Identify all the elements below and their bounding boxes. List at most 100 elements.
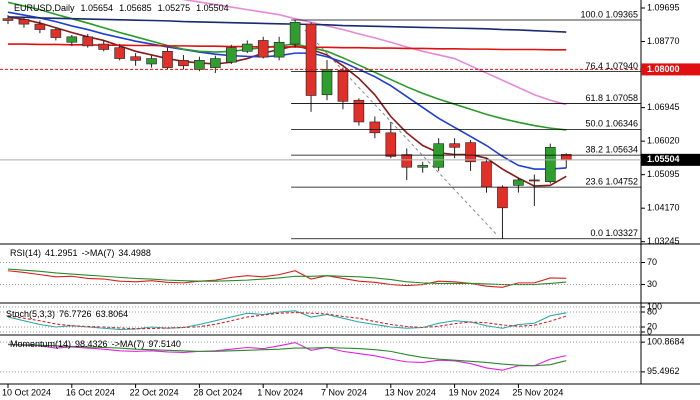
y-tick-label: 1.08770: [647, 36, 680, 46]
candle-body: [210, 58, 221, 68]
x-tick-label: 7 Nov 2024: [321, 387, 367, 397]
y-tick-label: 95.4962: [647, 366, 680, 376]
ohlc-value: 1.05504: [196, 3, 229, 13]
candle-body: [114, 47, 125, 59]
y-tick-label: 1.03245: [647, 236, 680, 246]
candle-body: [385, 132, 397, 157]
readout-value: 63.8064: [96, 309, 129, 319]
candle-body: [162, 51, 173, 68]
candle-body: [34, 23, 46, 30]
candle-body: [226, 47, 237, 63]
y-tick-label: 100: [647, 301, 662, 311]
readout-value: 98.4326: [75, 339, 108, 349]
candle-body: [497, 186, 508, 209]
level-box: [641, 63, 700, 76]
candle-body: [529, 179, 540, 182]
candle-body: [82, 36, 94, 47]
ohlc-value: 1.05685: [119, 3, 152, 13]
candle-body: [66, 36, 78, 43]
ohlc-value: 1.05275: [158, 3, 191, 13]
fib-label: 61.8 1.07058: [585, 93, 638, 103]
fib-label: 50.0 1.06346: [585, 119, 638, 129]
x-tick-label: 1 Nov 2024: [257, 387, 303, 397]
readout-value: 76.7726: [59, 309, 92, 319]
indicator-title: Stoch(5,3,3) 76.7726 63.8064: [6, 309, 128, 319]
x-tick-label: 13 Nov 2024: [385, 387, 436, 397]
indicator-title: Momentum(14) 98.4326 ->MA(7) 97.5140: [10, 339, 181, 349]
candle-body: [194, 60, 205, 70]
candle-body: [178, 60, 189, 67]
y-tick-label: 0: [647, 326, 652, 336]
readout-value: 34.4988: [118, 248, 151, 258]
chart-title: EURUSD,Daily 1.05654 1.05685 1.05275 1.05504: [14, 3, 229, 13]
candle-body: [321, 69, 333, 96]
x-tick-label: 10 Oct 2024: [2, 387, 51, 397]
panel: [7, 310, 567, 331]
candle-body: [50, 29, 62, 38]
readout-value: 41.2951: [45, 248, 78, 258]
current-price-box: [641, 153, 700, 166]
candle-body: [18, 19, 30, 25]
x-tick-label: 25 Nov 2024: [512, 387, 563, 397]
candle-body: [337, 69, 349, 102]
y-tick-label: 70: [647, 257, 657, 267]
series-line: [7, 311, 567, 330]
candle-body: [417, 165, 429, 168]
x-tick-label: 28 Oct 2024: [193, 387, 242, 397]
series-line: [8, 344, 567, 367]
panel: [7, 341, 567, 371]
y-tick-label: 30: [647, 279, 657, 289]
panel: [7, 268, 567, 288]
series-name: ->MA(7): [82, 248, 115, 258]
candle-body: [130, 56, 141, 61]
candle-body: [513, 179, 524, 186]
candle-body: [146, 58, 157, 65]
candle-body: [353, 99, 365, 123]
series-name: RSI(14): [10, 248, 41, 258]
series-line: [7, 11, 567, 170]
x-tick-label: 16 Oct 2024: [66, 387, 115, 397]
candle-body: [449, 143, 460, 148]
y-tick-label: 1.04170: [647, 203, 680, 213]
ohlc-value: 1.05654: [81, 3, 114, 13]
panel: [2, 0, 572, 239]
candle-body: [241, 43, 253, 52]
candle-body: [481, 161, 492, 188]
indicator-name: Stoch(5,3,3): [6, 309, 55, 319]
x-tick-label: 22 Oct 2024: [130, 387, 179, 397]
candle-body: [273, 41, 285, 58]
current-price-label: 1.05504: [647, 154, 680, 164]
series-line: [7, 1, 567, 131]
fib-label: 38.2 1.05634: [585, 145, 638, 155]
candle-body: [305, 23, 317, 96]
series-line: [181, 0, 567, 106]
series-line: [7, 310, 567, 331]
fib-label: 0.0 1.03327: [590, 228, 638, 238]
title: EURUSD,Daily: [14, 3, 75, 13]
fib-label: 76.4 1.07940: [585, 61, 638, 71]
indicator-title: RSI(14) 41.2951 ->MA(7) 34.4988: [10, 248, 151, 258]
series-name: ->MA(7): [112, 339, 145, 349]
series-line: [7, 341, 567, 371]
candle-body: [369, 121, 381, 134]
candle-body: [544, 147, 556, 183]
candle-body: [401, 154, 413, 168]
y-tick-label: 1.05095: [647, 169, 680, 179]
y-tick-label: 80: [647, 306, 657, 316]
fib-label: 100.0 1.09365: [580, 9, 638, 19]
fib-trend-line: [304, 29, 499, 237]
level-label: 1.08000: [647, 64, 680, 74]
y-tick-label: 100.8684: [647, 337, 685, 347]
y-tick-label: 1.09695: [647, 2, 680, 12]
candle-body: [257, 40, 269, 58]
candle-body: [98, 43, 109, 50]
series-name: Momentum(14): [10, 339, 71, 349]
candle-body: [465, 142, 476, 163]
candle-body: [289, 22, 301, 45]
candle-body: [2, 18, 14, 21]
fib-label: 23.6 1.04752: [585, 176, 638, 186]
series-line: [7, 16, 567, 33]
series-line: [7, 268, 567, 286]
